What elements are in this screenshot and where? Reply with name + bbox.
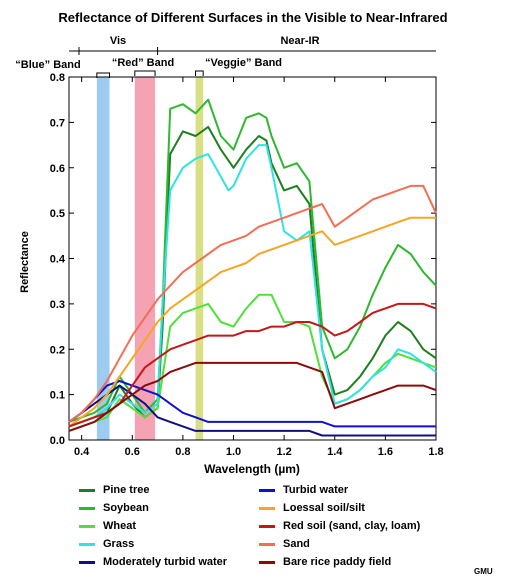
legend-item: Grass bbox=[79, 535, 134, 553]
y-tick-label: 0.0 bbox=[50, 435, 65, 447]
band-bracket bbox=[134, 70, 156, 76]
series-line-grass bbox=[68, 144, 437, 428]
y-tick-label: 0.8 bbox=[50, 72, 65, 84]
band-bracket bbox=[195, 70, 204, 76]
legend-item: Wheat bbox=[79, 517, 136, 535]
series-line-loessal-soil-silt bbox=[68, 216, 436, 428]
band-bracket bbox=[96, 72, 110, 78]
legend-label: Soybean bbox=[103, 502, 149, 514]
series-line-soybean bbox=[68, 98, 437, 423]
y-tick-label: 0.6 bbox=[50, 163, 65, 175]
legend-label: Wheat bbox=[103, 520, 136, 532]
series-line-red-soil-sand-clay-loam bbox=[68, 302, 437, 428]
band-highlight bbox=[134, 77, 156, 440]
x-tick-label: 0.6 bbox=[125, 446, 140, 458]
legend-label: Sand bbox=[283, 538, 310, 550]
chart-legend: Pine tree Soybean Wheat Grass Moderately tur… bbox=[0, 481, 506, 571]
legend-swatch bbox=[79, 560, 95, 564]
legend-label: Pine tree bbox=[103, 484, 150, 496]
legend-swatch bbox=[79, 542, 95, 546]
series-line-moderately-turbid-water bbox=[68, 384, 436, 437]
x-tick-label: 1.8 bbox=[428, 446, 443, 458]
legend-label: Moderately turbid water bbox=[103, 556, 228, 568]
series-line-turbid-water bbox=[68, 380, 436, 428]
x-tick-label: 0.4 bbox=[74, 446, 90, 458]
region-label: Near-IR bbox=[280, 35, 319, 47]
region-label: Vis bbox=[110, 35, 126, 47]
x-tick-label: 0.8 bbox=[175, 446, 190, 458]
band-highlight bbox=[96, 77, 110, 440]
band-highlight bbox=[195, 77, 204, 440]
plot-axes: 0.4 0.6 0.8 1.0 1.2 1.4 1.6 1.8 0.0 0.1 0.2 0.3 0.4 0… bbox=[50, 72, 444, 458]
credit-label: GMU bbox=[474, 567, 493, 576]
legend-label: Bare rice paddy field bbox=[283, 556, 392, 568]
legend-swatch bbox=[79, 506, 95, 510]
legend-item: Red soil (sand, clay, loam) bbox=[259, 517, 420, 535]
series-lines bbox=[68, 98, 437, 437]
legend-swatch bbox=[259, 542, 275, 546]
legend-label: Turbid water bbox=[283, 484, 349, 496]
legend-item: Turbid water bbox=[259, 481, 348, 499]
legend-swatch bbox=[259, 488, 275, 492]
legend-label: Grass bbox=[103, 538, 135, 550]
band-label: “Veggie” Band bbox=[205, 57, 282, 69]
x-tick-label: 1.2 bbox=[276, 446, 291, 458]
x-tick-label: 1.0 bbox=[226, 446, 241, 458]
x-tick-label: 1.6 bbox=[378, 446, 393, 458]
y-tick-label: 0.7 bbox=[50, 117, 65, 129]
series-line-bare-rice-paddy-field bbox=[68, 361, 437, 432]
spectral-regions: Vis Near-IR bbox=[69, 35, 436, 55]
y-tick-label: 0.3 bbox=[50, 299, 65, 311]
x-axis-label: Wavelength (µm) bbox=[204, 462, 300, 476]
y-axis-label: Reflectance bbox=[19, 231, 31, 293]
legend-item: Soybean bbox=[79, 499, 149, 517]
chart-title: Reflectance of Different Surfaces in the… bbox=[58, 10, 447, 25]
legend-swatch bbox=[259, 560, 275, 564]
y-tick-label: 0.2 bbox=[50, 344, 65, 356]
legend-item: Moderately turbid water bbox=[79, 553, 227, 571]
y-tick-label: 0.1 bbox=[50, 390, 65, 402]
legend-swatch bbox=[259, 506, 275, 510]
legend-swatch bbox=[259, 524, 275, 528]
series-line-sand bbox=[68, 184, 437, 423]
legend-swatch bbox=[79, 488, 95, 492]
legend-item: Loessal soil/silt bbox=[259, 499, 365, 517]
legend-label: Loessal soil/silt bbox=[283, 502, 365, 514]
y-tick-label: 0.4 bbox=[50, 254, 66, 266]
band-highlights: “Blue” Band “Red” Band “Veggie” Band bbox=[15, 57, 282, 440]
band-label: “Blue” Band bbox=[15, 59, 80, 71]
legend-item: Pine tree bbox=[79, 481, 149, 499]
x-tick-label: 1.4 bbox=[327, 446, 343, 458]
legend-item: Bare rice paddy field bbox=[259, 553, 391, 571]
y-tick-label: 0.5 bbox=[50, 208, 65, 220]
legend-label: Red soil (sand, clay, loam) bbox=[283, 520, 421, 532]
legend-item: Sand bbox=[259, 535, 310, 553]
band-label: “Red” Band bbox=[112, 57, 174, 69]
legend-swatch bbox=[79, 524, 95, 528]
